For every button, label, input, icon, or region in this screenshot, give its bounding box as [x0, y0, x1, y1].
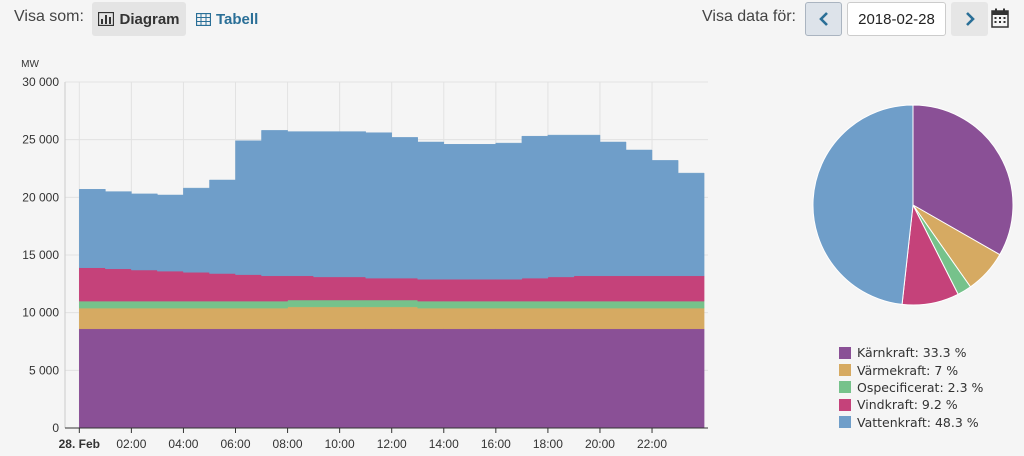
calendar-icon[interactable]	[991, 8, 1009, 28]
legend-label: Kärnkraft: 33.3 %	[857, 345, 967, 361]
x-tick-label: 16:00	[481, 437, 511, 451]
date-input[interactable]: 2018-02-28	[847, 2, 946, 36]
legend-swatch	[839, 416, 851, 429]
pie-slice-karnkraft	[912, 104, 1014, 256]
legend-item-varmekraft[interactable]: Värmekraft: 7 %	[839, 361, 983, 378]
y-tick-label: 5 000	[29, 363, 59, 377]
legend-item-karnkraft[interactable]: Kärnkraft: 33.3 %	[839, 344, 983, 361]
legend-swatch	[839, 381, 851, 394]
previous-day-button[interactable]	[805, 2, 842, 36]
area-series-vattenkraft	[79, 130, 705, 280]
diagram-view-button[interactable]: Diagram	[92, 2, 186, 36]
y-tick-label: 25 000	[22, 133, 59, 147]
y-tick-label: 20 000	[22, 190, 59, 204]
x-tick-label: 10:00	[325, 437, 355, 451]
legend-label: Värmekraft: 7 %	[857, 362, 959, 378]
y-axis-unit: MW	[21, 59, 39, 70]
legend-swatch	[839, 364, 851, 377]
legend-swatch	[839, 398, 851, 411]
visa-data-label: Visa data för:	[702, 8, 796, 25]
diagram-view-label: Diagram	[119, 10, 180, 28]
table-view-label: Tabell	[216, 10, 259, 28]
chevron-right-icon	[965, 12, 975, 26]
y-tick-label: 0	[52, 421, 59, 435]
legend-label: Ospecificerat: 2.3 %	[857, 379, 984, 395]
next-day-button[interactable]	[951, 2, 988, 36]
legend-label: Vattenkraft: 48.3 %	[857, 414, 979, 430]
bar-chart-icon	[98, 12, 115, 26]
area-series-varmekraft	[79, 306, 705, 330]
production-area-chart: 0 5 000 10 000 15 000 20 000 25 000 30 000 MW 28…	[21, 59, 708, 451]
x-tick-label: 02:00	[116, 437, 146, 451]
x-tick-label: 08:00	[273, 437, 303, 451]
x-tick-label: 28. Feb	[59, 437, 100, 451]
x-tick-label: 06:00	[220, 437, 250, 451]
x-tick-label: 18:00	[533, 437, 563, 451]
legend-item-vindkraft[interactable]: Vindkraft: 9.2 %	[839, 396, 983, 413]
pie-legend: Kärnkraft: 33.3 % Värmekraft: 7 % Ospecifi…	[839, 344, 983, 431]
x-tick-label: 22:00	[637, 437, 667, 451]
visa-som-label: Visa som:	[14, 8, 84, 25]
x-tick-label: 20:00	[585, 437, 615, 451]
x-tick-label: 14:00	[429, 437, 459, 451]
legend-label: Vindkraft: 9.2 %	[857, 397, 958, 413]
pie-slice-vattenkraft	[812, 104, 914, 305]
chevron-left-icon	[818, 12, 828, 26]
production-pie-chart	[812, 104, 1014, 306]
legend-item-vattenkraft[interactable]: Vattenkraft: 48.3 %	[839, 414, 983, 431]
legend-item-ospecificerat[interactable]: Ospecificerat: 2.3 %	[839, 379, 983, 396]
y-tick-label: 15 000	[22, 248, 59, 262]
table-icon	[196, 12, 211, 26]
toolbar: Visa som: Diagram Tabell Visa data för: …	[0, 0, 1024, 40]
legend-swatch	[839, 346, 851, 359]
area-series-karnkraft	[79, 328, 705, 429]
table-view-button[interactable]: Tabell	[196, 2, 264, 36]
x-tick-label: 04:00	[168, 437, 198, 451]
y-tick-label: 10 000	[22, 306, 59, 320]
y-tick-label: 30 000	[22, 75, 59, 89]
x-tick-label: 12:00	[377, 437, 407, 451]
